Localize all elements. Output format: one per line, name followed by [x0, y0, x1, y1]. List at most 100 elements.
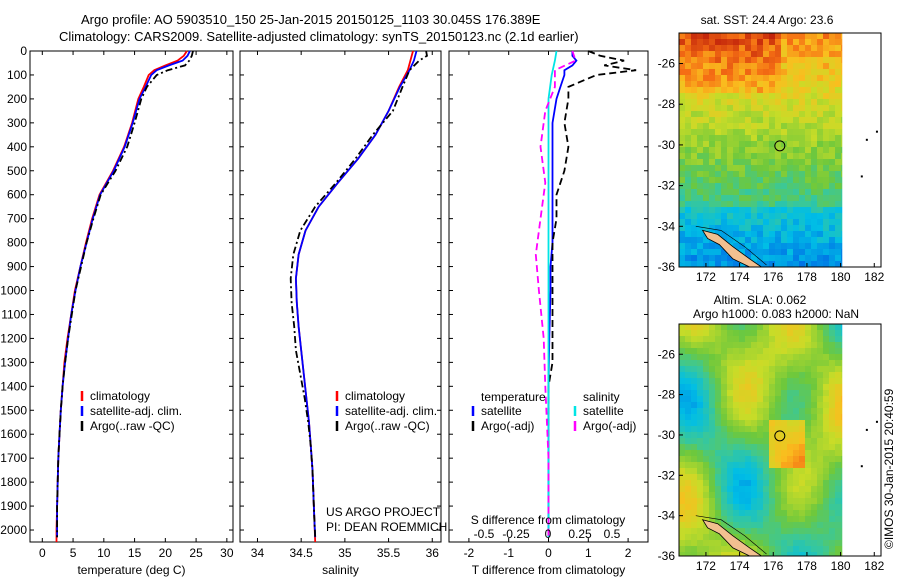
map-cell-sla-map: [751, 528, 757, 534]
map-cell-sla-map: [817, 366, 823, 372]
map-cell-sla-map: [697, 468, 703, 474]
map-cell-sla-map: [817, 480, 823, 486]
map-cell-sla-map: [727, 438, 733, 444]
map-cell-sst-map: [751, 159, 757, 165]
map-cell-sla-map: [793, 498, 799, 504]
map-cell-sst-map: [769, 105, 775, 111]
map-cell-sla-map: [733, 534, 739, 540]
map-cell-sst-map: [769, 45, 775, 51]
map-cell-sla-map: [757, 408, 763, 414]
map-cell-sst-map: [703, 213, 709, 219]
map-cell-sst-map: [703, 63, 709, 69]
map-cell-sst-map: [691, 231, 697, 237]
top-x-tick-label: 0: [545, 527, 552, 541]
map-cell-sla-map: [841, 486, 843, 492]
map-cell-sst-map: [805, 213, 811, 219]
map-cell-sla-map: [829, 456, 835, 462]
map-cell-sst-map: [739, 75, 745, 81]
map-cell-sla-map: [715, 384, 721, 390]
x-axis-label-difference: T difference from climatology: [472, 563, 626, 577]
map-cell-sla-map: [709, 324, 715, 330]
map-cell-sla-map: [805, 540, 811, 546]
map-cell-sst-map: [757, 171, 763, 177]
map-cell-sst-map: [757, 129, 763, 135]
map-cell-sst-map: [775, 123, 781, 129]
map-cell-sst-map: [799, 231, 805, 237]
map-cell-sst-map: [685, 129, 691, 135]
legend-title-salinity: salinity: [583, 390, 620, 404]
map-cell-sla-map: [835, 492, 841, 498]
map-cell-sst-map: [727, 177, 733, 183]
map-cell-sla-map: [799, 468, 805, 474]
map-cell-sst-map: [733, 45, 739, 51]
map-cell-sla-map: [733, 414, 739, 420]
map-cell-sla-map: [805, 330, 811, 336]
map-cell-sla-map: [787, 402, 793, 408]
map-cell-sla-map: [739, 420, 745, 426]
map-cell-sla-map: [715, 414, 721, 420]
map-cell-sla-map: [703, 366, 709, 372]
map-cell-sla-map: [721, 540, 727, 546]
map-cell-sla-map: [793, 528, 799, 534]
map-cell-sla-map: [721, 354, 727, 360]
map-cell-sla-map: [715, 456, 721, 462]
map-cell-sla-map: [751, 360, 757, 366]
map-cell-sst-map: [739, 249, 745, 255]
map-cell-sla-map: [703, 498, 709, 504]
map-cell-sla-map: [739, 552, 745, 556]
map-cell-sla-map: [727, 486, 733, 492]
map-cell-sst-map: [823, 159, 829, 165]
map-cell-sla-map: [763, 456, 769, 462]
map-cell-sst-map: [679, 87, 685, 93]
map-cell-sla-map: [739, 486, 745, 492]
map-cell-sla-map: [715, 534, 721, 540]
map-cell-sst-map: [781, 201, 787, 207]
map-cell-sst-map: [715, 123, 721, 129]
map-cell-sla-map: [817, 468, 823, 474]
map-cell-sla-map: [703, 384, 709, 390]
map-cell-sst-map: [799, 129, 805, 135]
map-cell-sst-map: [787, 45, 793, 51]
map-cell-sst-map: [715, 189, 721, 195]
map-cell-sla-map: [685, 378, 691, 384]
map-cell-sla-map: [703, 390, 709, 396]
map-cell-sla-map: [841, 402, 843, 408]
map-cell-sst-map: [799, 243, 805, 249]
map-cell-sst-map: [679, 135, 685, 141]
map-cell-sla-map: [685, 420, 691, 426]
map-cell-sla-map: [715, 378, 721, 384]
map-cell-sla-map: [829, 396, 835, 402]
map-cell-sla-map: [697, 414, 703, 420]
map-cell-sst-map: [709, 177, 715, 183]
map-cell-sla-map: [685, 348, 691, 354]
map-cell-sla-map: [841, 408, 843, 414]
map-cell-sst-map: [769, 249, 775, 255]
map-cell-sla-map: [811, 402, 817, 408]
map-cell-sst-map: [805, 93, 811, 99]
map-cell-sla-map: [709, 342, 715, 348]
map-cell-sla-map: [817, 372, 823, 378]
map-cell-sst-map: [799, 75, 805, 81]
map-cell-sst-map: [769, 135, 775, 141]
map-cell-sst-map: [679, 153, 685, 159]
map-cell-sla-map: [691, 342, 697, 348]
map-cell-sla-map: [757, 480, 763, 486]
map-cell-sst-map: [793, 63, 799, 69]
map-cell-sla-map: [841, 372, 843, 378]
map-cell-sst-map: [703, 39, 709, 45]
map-cell-sla-map: [739, 426, 745, 432]
map-cell-sla-map: [781, 474, 787, 480]
map-cell-sla-map: [787, 366, 793, 372]
map-cell-sst-map: [841, 165, 843, 171]
map-cell-sst-map: [709, 225, 715, 231]
map-cell-sst-map: [793, 231, 799, 237]
map-cell-sst-map: [769, 75, 775, 81]
map-cell-sst-map: [703, 165, 709, 171]
map-cell-sla-map: [751, 462, 757, 468]
map-cell-sla-map: [733, 456, 739, 462]
map-cell-sla-map: [799, 480, 805, 486]
map-cell-sst-map: [709, 33, 715, 39]
map-cell-sla-map: [727, 342, 733, 348]
map-cell-sst-map: [763, 249, 769, 255]
map-cell-sst-map: [697, 237, 703, 243]
